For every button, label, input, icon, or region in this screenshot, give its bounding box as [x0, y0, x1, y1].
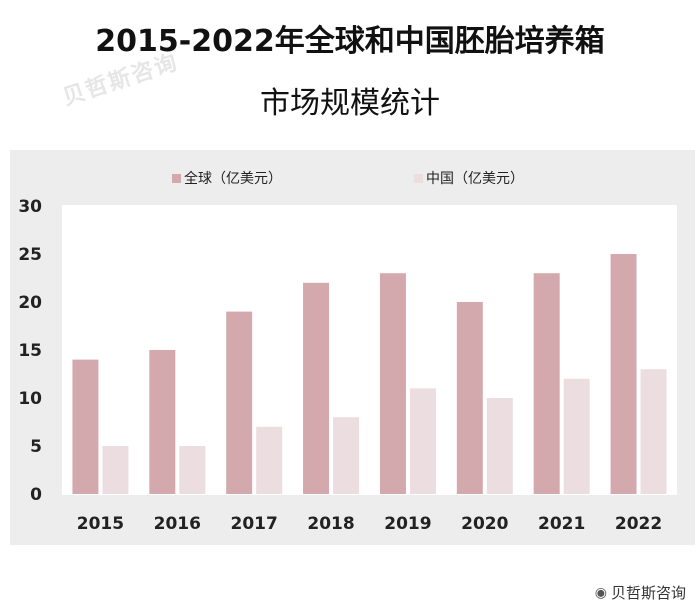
legend-swatch-global: [172, 174, 181, 183]
x-tick-label: 2019: [384, 514, 431, 534]
legend-label-global: 全球（亿美元）: [184, 170, 282, 187]
legend-label-china: 中国（亿美元）: [426, 171, 524, 187]
bar-global-2018: [303, 282, 330, 494]
bar-china-2021: [563, 378, 590, 494]
bar-china-2016: [179, 446, 206, 494]
y-tick-label: 0: [30, 485, 42, 505]
y-tick-label: 10: [18, 389, 42, 409]
y-tick-label: 15: [18, 341, 42, 361]
legend-swatch-china: [414, 174, 423, 183]
bar-global-2021: [533, 273, 560, 494]
bar-global-2020: [456, 302, 483, 494]
y-tick-label: 30: [18, 197, 42, 217]
bar-china-2022: [640, 369, 667, 494]
bar-global-2022: [610, 254, 637, 494]
chart-title-line1: 2015-2022年全球和中国胚胎培养箱: [95, 24, 605, 59]
source-credit: ◉ 贝哲斯咨询: [595, 582, 686, 603]
bar-global-2015: [72, 359, 99, 494]
x-tick-label: 2021: [538, 514, 585, 534]
bar-china-2015: [102, 446, 129, 494]
bar-china-2017: [256, 426, 283, 494]
bars: [72, 254, 667, 494]
y-tick-label: 5: [30, 437, 42, 457]
x-tick-label: 2017: [231, 514, 278, 534]
x-axis: 2015 2016 2017 2018 2019 2020 2021 2022: [77, 514, 662, 534]
bar-china-2018: [333, 417, 360, 494]
legend: 全球（亿美元） 中国（亿美元）: [172, 170, 524, 187]
x-tick-label: 2022: [615, 514, 662, 534]
y-tick-label: 20: [18, 293, 42, 313]
bar-china-2020: [486, 398, 513, 494]
x-tick-label: 2018: [307, 514, 354, 534]
bar-global-2016: [149, 350, 176, 494]
chart-title-line2: 市场规模统计: [260, 86, 440, 121]
weibo-icon: ◉: [594, 584, 607, 601]
bar-china-2019: [409, 388, 436, 494]
y-axis: 0 5 10 15 20 25 30: [18, 197, 42, 505]
x-tick-label: 2020: [461, 514, 508, 534]
credit-text: 贝哲斯咨询: [610, 584, 686, 602]
y-tick-label: 25: [18, 245, 42, 265]
x-tick-label: 2015: [77, 514, 124, 534]
bar-global-2019: [379, 273, 406, 494]
x-tick-label: 2016: [154, 514, 201, 534]
bar-global-2017: [226, 311, 253, 494]
